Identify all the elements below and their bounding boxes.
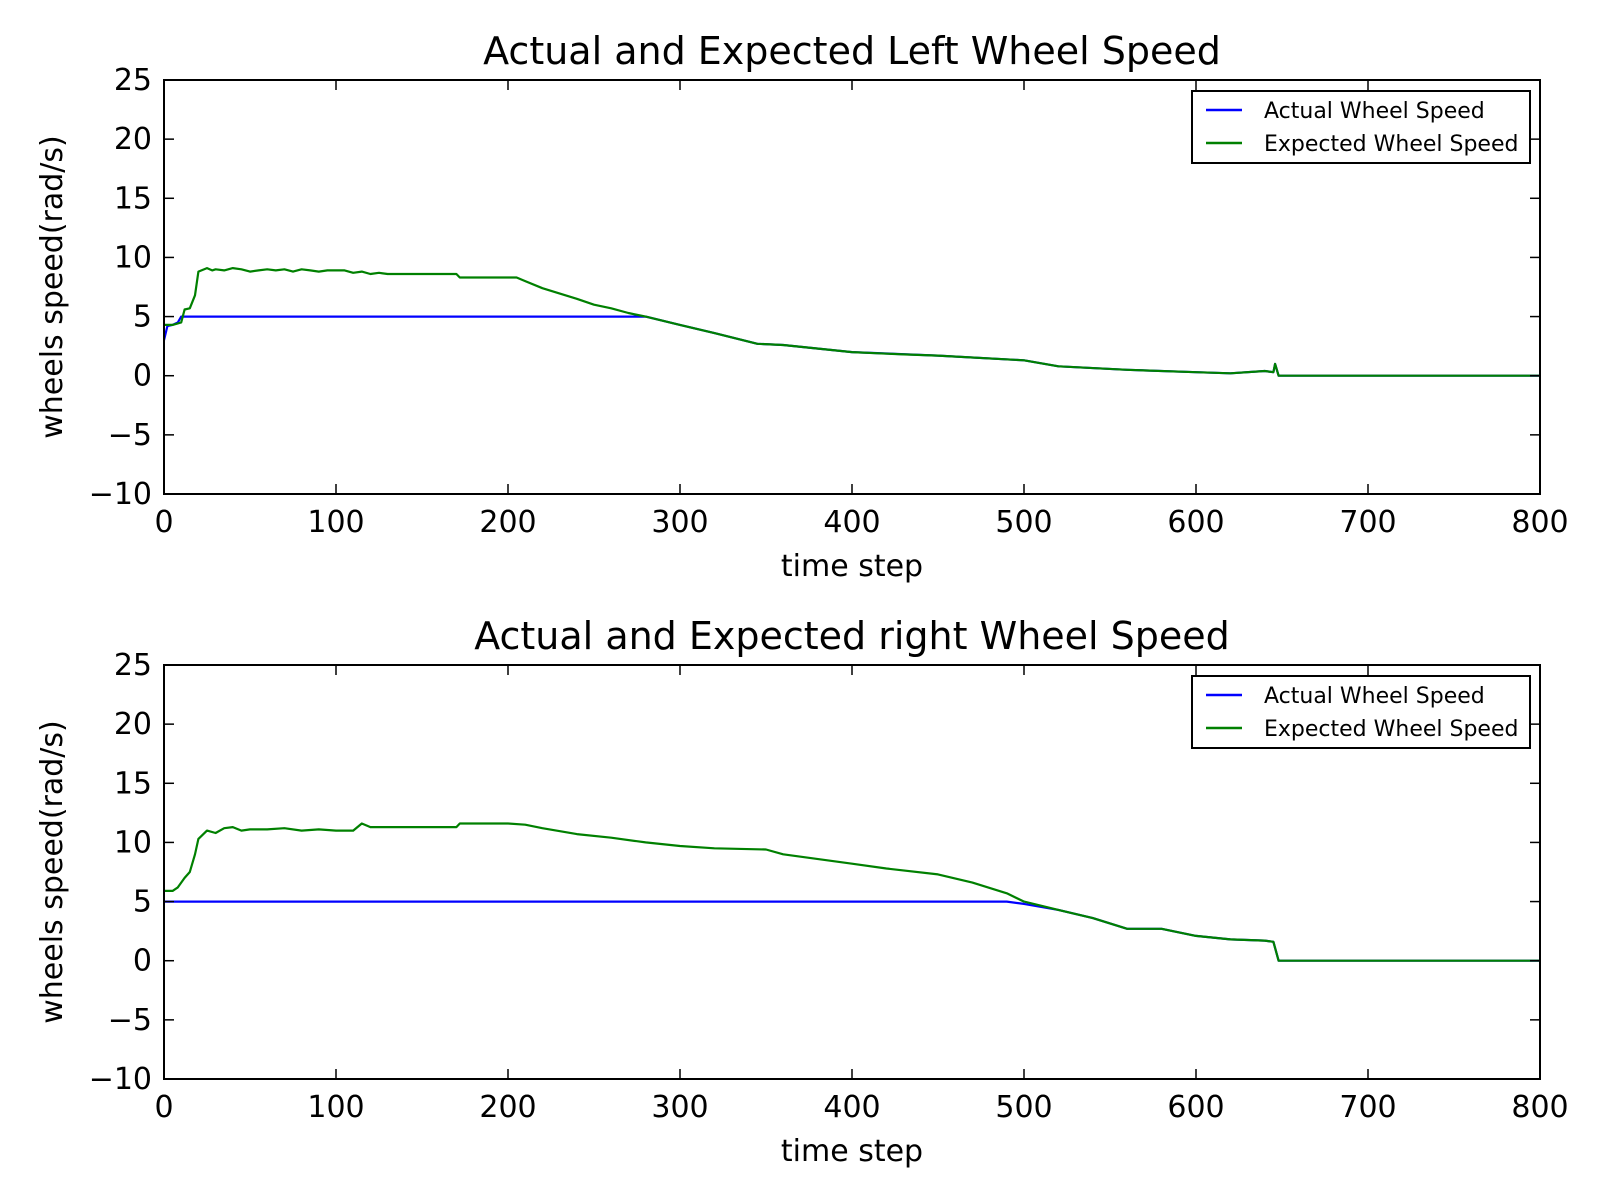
x-tick-label: 300 xyxy=(651,1090,708,1125)
x-tick-label: 400 xyxy=(823,505,880,540)
legend-label-actual: Actual Wheel Speed xyxy=(1264,684,1485,709)
y-tick-label: −5 xyxy=(108,1003,152,1038)
x-tick-label: 700 xyxy=(1339,505,1396,540)
series-line-expected xyxy=(164,267,1540,377)
y-tick-label: −10 xyxy=(89,1062,152,1097)
legend: Actual Wheel Speed Expected Wheel Speed xyxy=(1191,90,1531,164)
x-tick-label: 0 xyxy=(154,1090,173,1125)
y-axis-label: wheels speed(rad/s) xyxy=(35,135,70,439)
y-tick-label: 20 xyxy=(114,122,152,157)
y-tick-label: 10 xyxy=(114,240,152,275)
legend-box xyxy=(1191,675,1531,749)
y-tick-label: 15 xyxy=(114,766,152,801)
y-tick-label: 5 xyxy=(133,300,152,335)
y-tick-label: 0 xyxy=(133,944,152,979)
legend: Actual Wheel Speed Expected Wheel Speed xyxy=(1191,675,1531,749)
y-tick-label: 25 xyxy=(114,648,152,683)
x-tick-label: 100 xyxy=(307,1090,364,1125)
series-line-expected xyxy=(164,822,1540,962)
chart-title: Actual and Expected right Wheel Speed xyxy=(474,614,1230,658)
x-tick-label: 800 xyxy=(1511,1090,1568,1125)
legend-box xyxy=(1191,90,1531,164)
x-tick-label: 200 xyxy=(479,1090,536,1125)
legend-label-actual: Actual Wheel Speed xyxy=(1264,99,1485,124)
chart-title: Actual and Expected Left Wheel Speed xyxy=(483,29,1221,73)
x-tick-label: 400 xyxy=(823,1090,880,1125)
y-axis-label: wheels speed(rad/s) xyxy=(35,720,70,1024)
x-tick-label: 200 xyxy=(479,505,536,540)
x-tick-label: 700 xyxy=(1339,1090,1396,1125)
x-axis-label: time step xyxy=(781,1134,923,1169)
subplot-right-wheel: Actual and Expected right Wheel Speed 0 10… xyxy=(35,614,1569,1169)
x-tick-label: 500 xyxy=(995,505,1052,540)
y-tick-label: 0 xyxy=(133,359,152,394)
y-tick-label: −5 xyxy=(108,418,152,453)
x-axis-label: time step xyxy=(781,549,923,584)
x-tick-label: 500 xyxy=(995,1090,1052,1125)
x-tick-label: 600 xyxy=(1167,505,1224,540)
x-tick-label: 300 xyxy=(651,505,708,540)
x-tick-label: 600 xyxy=(1167,1090,1224,1125)
legend-label-expected: Expected Wheel Speed xyxy=(1264,717,1518,742)
x-tick-label: 100 xyxy=(307,505,364,540)
x-tick-label: 0 xyxy=(154,505,173,540)
x-tick-label: 800 xyxy=(1511,505,1568,540)
y-tick-label: 15 xyxy=(114,181,152,216)
y-tick-label: 10 xyxy=(114,825,152,860)
y-tick-label: 20 xyxy=(114,707,152,742)
axes-frame xyxy=(163,664,1541,1080)
legend-label-expected: Expected Wheel Speed xyxy=(1264,132,1518,157)
y-tick-label: 5 xyxy=(133,885,152,920)
y-tick-label: 25 xyxy=(114,63,152,98)
axes-frame xyxy=(163,79,1541,495)
y-tick-label: −10 xyxy=(89,477,152,512)
